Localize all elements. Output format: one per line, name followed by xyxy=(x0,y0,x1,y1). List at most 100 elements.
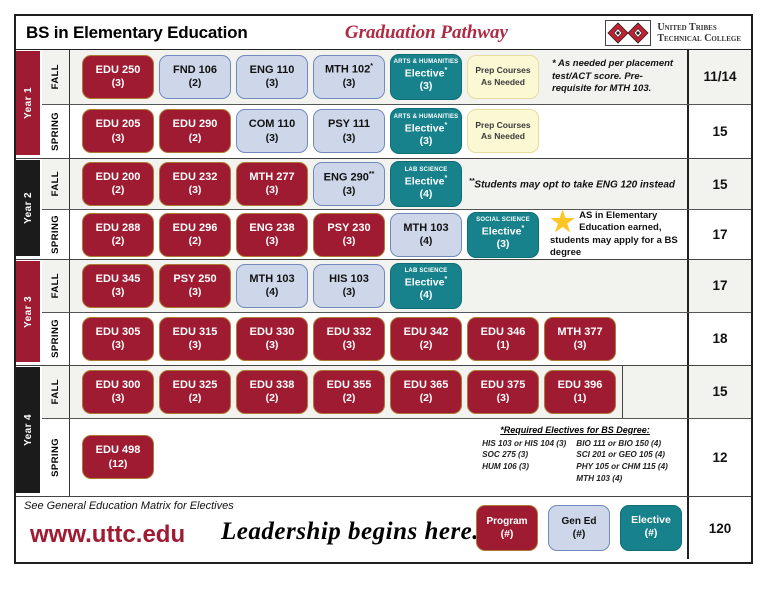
elective-box: ARTS & HUMANITIES Elective* (3) xyxy=(390,108,462,155)
course-box-edu-342: EDU 342 (2) xyxy=(390,316,462,361)
required-elective-item: PHY 105 or CHM 115 (4) xyxy=(576,462,668,472)
course-box-psy-250: PSY 250 (3) xyxy=(159,263,231,308)
required-elective-item: HIS 103 or HIS 104 (3) xyxy=(482,438,567,448)
course-box-edu-290: EDU 290 (2) xyxy=(159,109,231,154)
legend-elective-label: Elective xyxy=(631,514,671,527)
year-label: Year 3 xyxy=(16,261,40,362)
semester-credit-total: 12 xyxy=(687,418,751,496)
semester-row: SPRING EDU 498 (12) *Required Electives for… xyxy=(42,418,751,496)
course-box-psy-111: PSY 111 (3) xyxy=(313,109,385,154)
prep-courses-box: Prep Courses As Needed xyxy=(467,54,539,99)
course-box-his-103: HIS 103 (3) xyxy=(313,263,385,308)
legend: Program (#) Gen Ed (#) Elective (#) xyxy=(476,505,682,551)
semester-row: SPRING EDU 305 (3) EDU 315 (3) EDU 330 (3) EDU … xyxy=(42,312,751,365)
year-block: Year 3 FALL EDU 345 (3) PSY 250 (3) MTH 103 (4)… xyxy=(16,260,751,366)
gen-ed-matrix-note: See General Education Matrix for Electiv… xyxy=(24,500,234,512)
elective-category-label: LAB SCIENCE xyxy=(404,166,448,173)
total-credits: 120 xyxy=(687,497,751,559)
course-box-edu-325: EDU 325 (2) xyxy=(159,369,231,414)
pathway-title: Graduation Pathway xyxy=(344,21,508,43)
footer-content: See General Education Matrix for Electiv… xyxy=(16,497,687,559)
semester-row: FALL EDU 300 (3) EDU 325 (2) EDU 338 (2) EDU 35… xyxy=(42,366,751,419)
course-box-edu-232: EDU 232 (3) xyxy=(159,162,231,206)
course-box-eng-110: ENG 110 (3) xyxy=(236,54,308,99)
semester-label: FALL xyxy=(42,260,70,312)
course-box-edu-498: EDU 498 (12) xyxy=(82,435,154,480)
tagline: Leadership begins here. xyxy=(221,518,480,545)
elective-box: ARTS & HUMANITIES Elective* (3) xyxy=(390,53,462,100)
semester-row: FALL EDU 200 (2) EDU 232 (3) MTH 277 (3) ENG 29… xyxy=(42,159,751,210)
course-area: EDU 205 (3) EDU 290 (2) COM 110 (3) PSY 111 (3)… xyxy=(70,105,687,159)
elective-category-label: LAB SCIENCE xyxy=(404,268,448,275)
course-box-mth-103: MTH 103 (4) xyxy=(236,263,308,308)
required-elective-item: SOC 275 (3) xyxy=(482,450,529,460)
legend-program-label: Program xyxy=(486,515,528,527)
required-elective-item: SCI 201 or GEO 105 (4) xyxy=(576,450,666,460)
course-box-edu-332: EDU 332 (3) xyxy=(313,316,385,361)
elective-category-label: SOCIAL SCIENCE xyxy=(476,217,530,224)
course-box-mth-277: MTH 277 (3) xyxy=(236,162,308,206)
course-box-fnd-106: FND 106 (2) xyxy=(159,54,231,99)
semester-label: SPRING xyxy=(42,210,70,259)
course-box-edu-338: EDU 338 (2) xyxy=(236,369,308,414)
star-icon: ★ xyxy=(550,205,576,237)
course-area: EDU 345 (3) PSY 250 (3) MTH 103 (4) HIS 103 (3)… xyxy=(70,260,687,312)
semester-label: FALL xyxy=(42,159,70,209)
semester-row: SPRING EDU 205 (3) EDU 290 (2) COM 110 (3) PSY … xyxy=(42,104,751,159)
course-box-edu-330: EDU 330 (3) xyxy=(236,316,308,361)
course-area: EDU 498 (12) *Required Electives for BS De… xyxy=(70,419,687,496)
legend-gen-ed: Gen Ed (#) xyxy=(548,505,610,551)
course-box-edu-305: EDU 305 (3) xyxy=(82,316,154,361)
semester-credit-total: 15 xyxy=(687,104,751,158)
note-required-electives: *Required Electives for BS Degree: HIS 10… xyxy=(458,425,692,486)
semester-credit-total: 17 xyxy=(687,260,751,312)
course-box-eng-290: ENG 290** (3) xyxy=(313,162,385,206)
semester-credit-total: 11/14 xyxy=(687,50,751,104)
semester-label: SPRING xyxy=(42,418,70,496)
legend-program: Program (#) xyxy=(476,505,538,551)
course-box-edu-315: EDU 315 (3) xyxy=(159,316,231,361)
semester-credit-total: 15 xyxy=(687,159,751,209)
semester-label: FALL xyxy=(42,50,70,104)
semester-row: FALL EDU 250 (3) FND 106 (2) ENG 110 (3) MTH 10… xyxy=(42,50,751,105)
course-box-psy-230: PSY 230 (3) xyxy=(313,212,385,257)
college-name-line2: Technical College xyxy=(657,32,741,44)
legend-gen-ed-credits: (#) xyxy=(572,527,586,540)
elective-box: LAB SCIENCE Elective* (4) xyxy=(390,262,462,309)
semester-label: FALL xyxy=(42,366,70,418)
course-box-edu-300: EDU 300 (3) xyxy=(82,369,154,414)
uttc-logo-icon xyxy=(605,19,652,46)
course-box-mth-102: MTH 102* (3) xyxy=(313,54,385,99)
footer-row: See General Education Matrix for Electiv… xyxy=(16,497,751,559)
course-box-edu-396: EDU 396 (1) xyxy=(544,369,616,414)
year-block: Year 2 FALL EDU 200 (2) EDU 232 (3) MTH 277 (3)… xyxy=(16,159,751,260)
course-box-edu-345: EDU 345 (3) xyxy=(82,263,154,308)
note-as-degree: ★ AS in Elementary Education earned, stud… xyxy=(550,205,678,258)
elective-box: SOCIAL SCIENCE Elective* (3) xyxy=(467,211,539,258)
pathway-grid: Year 1 FALL EDU 250 (3) FND 106 (2) ENG 110 (3)… xyxy=(16,50,751,497)
prep-courses-box: Prep Courses As Needed xyxy=(467,109,539,154)
course-box-edu-288: EDU 288 (2) xyxy=(82,212,154,257)
uttc-logo: United Tribes Technical College xyxy=(605,19,751,46)
required-elective-item: HUM 106 (3) xyxy=(482,462,529,472)
note-placement: * As needed per placement test/ACT score… xyxy=(552,58,674,94)
elective-box: LAB SCIENCE Elective* (4) xyxy=(390,161,462,207)
course-box-mth-377: MTH 377 (3) xyxy=(544,316,616,361)
college-name: United Tribes Technical College xyxy=(657,22,741,44)
column-divider xyxy=(622,366,623,418)
course-box-edu-375: EDU 375 (3) xyxy=(467,369,539,414)
semester-label: SPRING xyxy=(42,104,70,158)
course-area: EDU 300 (3) EDU 325 (2) EDU 338 (2) EDU 355 (2)… xyxy=(70,366,687,418)
course-box-edu-346: EDU 346 (1) xyxy=(467,316,539,361)
legend-gen-ed-label: Gen Ed xyxy=(561,515,597,527)
semester-row: SPRING EDU 288 (2) EDU 296 (2) ENG 238 (3) PSY … xyxy=(42,205,751,259)
legend-elective: Elective (#) xyxy=(620,505,682,551)
course-box-com-110: COM 110 (3) xyxy=(236,109,308,154)
website-link[interactable]: www.uttc.edu xyxy=(30,521,186,548)
course-box-edu-200: EDU 200 (2) xyxy=(82,162,154,206)
course-box-edu-365: EDU 365 (2) xyxy=(390,369,462,414)
title-row: BS in Elementary Education Graduation Pa… xyxy=(16,16,751,50)
note-eng-120: **Students may opt to take ENG 120 inste… xyxy=(468,177,676,191)
year-label: Year 1 xyxy=(16,51,40,155)
semester-credit-total: 15 xyxy=(687,366,751,418)
